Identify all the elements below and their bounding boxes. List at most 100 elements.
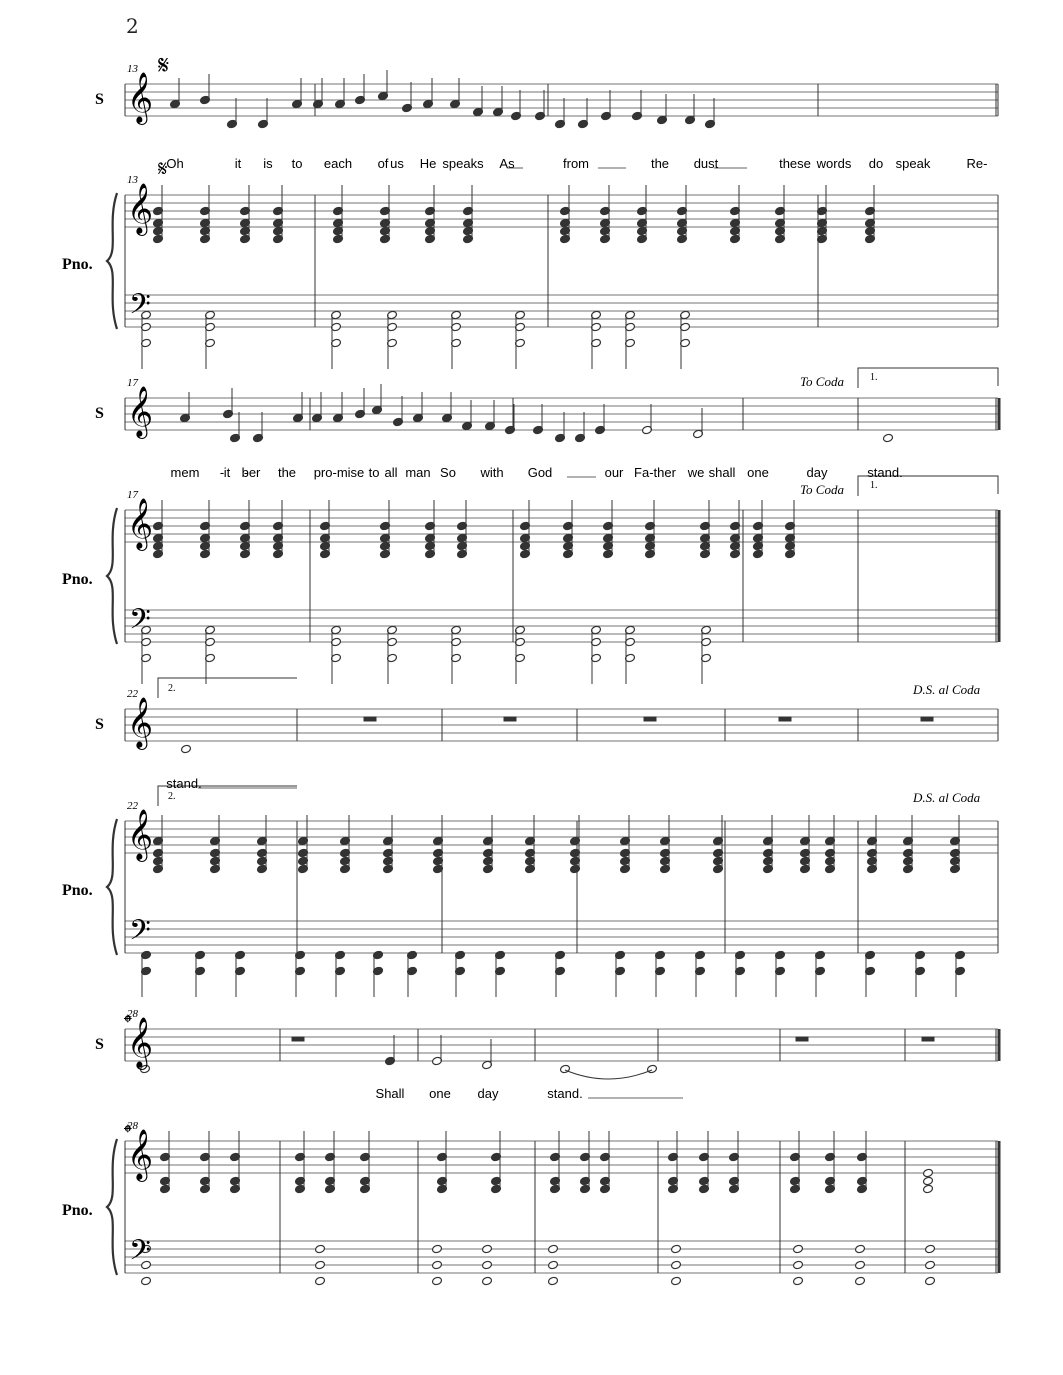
- treble-clef: 𝄞: [127, 1017, 153, 1070]
- tie: [564, 1069, 653, 1080]
- lyric-syllable: from: [563, 156, 589, 171]
- lyric-syllable: shall: [709, 465, 736, 480]
- whole-rest: [643, 716, 657, 722]
- measure-number: 28: [127, 1008, 139, 1020]
- piano-treble-staff: [125, 820, 998, 854]
- treble-clef: 𝄞: [127, 72, 153, 125]
- piano-label: Pno.: [62, 882, 93, 899]
- treble-clef: 𝄞: [127, 697, 153, 750]
- notehead: [139, 1064, 151, 1074]
- lyric-syllable: -: [220, 465, 224, 480]
- lyric-syllable: we: [687, 465, 705, 480]
- notehead: [180, 744, 192, 754]
- treble-clef: 𝄞: [127, 1129, 153, 1182]
- measure-number: 13: [127, 63, 139, 75]
- piano-bass-staff: [125, 609, 998, 643]
- lyric-syllable: the: [651, 156, 669, 171]
- notehead: [547, 1260, 559, 1270]
- piano-bass-staff: [125, 294, 998, 328]
- piano-treble-staff: [125, 509, 998, 543]
- piano-label: Pno.: [62, 1202, 93, 1219]
- lyric-syllable: speaks: [442, 156, 484, 171]
- lyric-syllable: speak: [896, 156, 931, 171]
- treble-clef: 𝄞: [127, 183, 153, 236]
- notehead: [314, 1244, 326, 1254]
- lyric-syllable: ber: [242, 465, 261, 480]
- piano-label: Pno.: [62, 571, 93, 588]
- notehead: [854, 1276, 866, 1286]
- lyric-syllable: So: [440, 465, 456, 480]
- notehead: [646, 1064, 658, 1074]
- notehead: [924, 1276, 936, 1286]
- lyric-syllable: day: [807, 465, 828, 480]
- lyric-syllable: each: [324, 156, 352, 171]
- lyric-syllable: dust: [694, 156, 719, 171]
- notehead: [854, 1260, 866, 1270]
- lyric-syllable: us: [390, 156, 404, 171]
- whole-rest: [778, 716, 792, 722]
- lyric-syllable: pro-mise: [314, 465, 365, 480]
- lyric-syllable: mem: [171, 465, 200, 480]
- notehead: [882, 433, 894, 443]
- lyric-syllable: man: [405, 465, 430, 480]
- volta-bracket: [857, 475, 999, 496]
- lyric-syllable: the: [278, 465, 296, 480]
- segno-sign: 𝄋: [158, 51, 169, 81]
- whole-rest: [503, 716, 517, 722]
- whole-rest: [363, 716, 377, 722]
- lyric-syllable: of: [378, 156, 389, 171]
- lyric-syllable: day: [478, 1086, 499, 1101]
- soprano-label: S: [95, 91, 104, 108]
- lyric-syllable: to: [369, 465, 380, 480]
- whole-rest: [921, 1036, 935, 1042]
- notehead: [140, 1260, 152, 1270]
- lyric-syllable: to: [292, 156, 303, 171]
- whole-rest: [795, 1036, 809, 1042]
- notehead: [924, 1260, 936, 1270]
- lyric-syllable: Fa-ther: [634, 465, 677, 480]
- segno-sign: 𝄋: [158, 157, 167, 182]
- notehead: [314, 1260, 326, 1270]
- volta-number: 2.: [168, 791, 176, 802]
- lyric-syllable: all: [384, 465, 397, 480]
- bass-clef: 𝄢: [129, 914, 151, 954]
- lyric-syllable: our: [605, 465, 624, 480]
- notehead: [314, 1276, 326, 1286]
- notehead: [431, 1244, 443, 1254]
- soprano-staff: [125, 1028, 998, 1062]
- lyric-syllable: one: [747, 465, 769, 480]
- volta-bracket: [157, 785, 297, 806]
- notehead: [922, 1176, 934, 1186]
- ds-al-coda-direction: D.S. al Coda: [912, 682, 981, 697]
- lyric-syllable: do: [869, 156, 883, 171]
- lyric-syllable: Shall: [376, 1086, 405, 1101]
- volta-number: 2.: [168, 683, 176, 694]
- notehead: [792, 1260, 804, 1270]
- measure-number: 22: [127, 800, 139, 812]
- lyric-syllable: it: [224, 465, 231, 480]
- notehead: [140, 1276, 152, 1286]
- lyric-syllable: with: [479, 465, 503, 480]
- piano-brace: [105, 1138, 119, 1276]
- bass-clef: 𝄢: [129, 603, 151, 643]
- volta-bracket: [157, 677, 297, 698]
- notehead: [547, 1244, 559, 1254]
- soprano-label: S: [95, 1036, 104, 1053]
- notehead: [431, 1260, 443, 1270]
- piano-brace: [105, 192, 119, 330]
- piano-label: Pno.: [62, 256, 93, 273]
- soprano-label: S: [95, 405, 104, 422]
- piano-treble-staff: [125, 1140, 998, 1174]
- measure-number: 17: [127, 377, 139, 389]
- notehead: [922, 1168, 934, 1178]
- notehead: [431, 1276, 443, 1286]
- to-coda-direction: To Coda: [800, 374, 844, 389]
- lyric-syllable: Re-: [967, 156, 988, 171]
- lyric-syllable: Oh: [166, 156, 183, 171]
- coda-sign: 𝄌: [124, 1121, 132, 1146]
- bass-clef: 𝄢: [129, 288, 151, 328]
- lyric-syllable: is: [263, 156, 273, 171]
- notehead: [670, 1276, 682, 1286]
- lyric-syllable: it: [235, 156, 242, 171]
- lyric-syllable: -: [244, 465, 248, 480]
